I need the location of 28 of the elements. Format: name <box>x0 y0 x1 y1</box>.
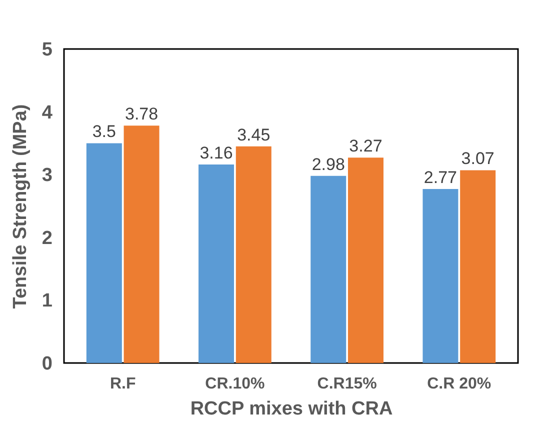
y-tick-label: 4 <box>42 102 53 124</box>
bar <box>86 143 122 363</box>
bar <box>236 146 272 363</box>
data-label: 3.45 <box>237 125 270 144</box>
y-axis-title: Tensile Strength (MPa) <box>10 104 31 309</box>
x-tick-label: C.R15% <box>317 376 377 392</box>
y-tick-label: 1 <box>42 290 53 312</box>
bar <box>422 189 458 363</box>
data-label: 3.07 <box>461 149 494 168</box>
bar <box>460 170 496 363</box>
data-label: 3.78 <box>124 104 158 124</box>
y-tick-label: 3 <box>42 165 52 186</box>
x-tick-label: C.R 20% <box>427 376 492 392</box>
data-label: 2.98 <box>312 154 345 174</box>
data-label: 3.5 <box>92 122 116 142</box>
y-tick-label: 2 <box>42 228 52 249</box>
bar <box>310 176 346 363</box>
x-tick-label: CR.10% <box>205 376 265 392</box>
data-label: 2.77 <box>424 168 458 188</box>
bar <box>198 164 234 363</box>
bar <box>124 126 160 363</box>
y-tick-label: 0 <box>42 354 52 374</box>
x-tick-label: R.F <box>110 376 136 392</box>
data-label: 3.27 <box>349 136 382 156</box>
y-tick-label: 5 <box>42 40 53 60</box>
bar <box>348 158 384 363</box>
x-axis-title: RCCP mixes with CRA <box>190 398 393 420</box>
data-label: 3.16 <box>200 144 233 163</box>
